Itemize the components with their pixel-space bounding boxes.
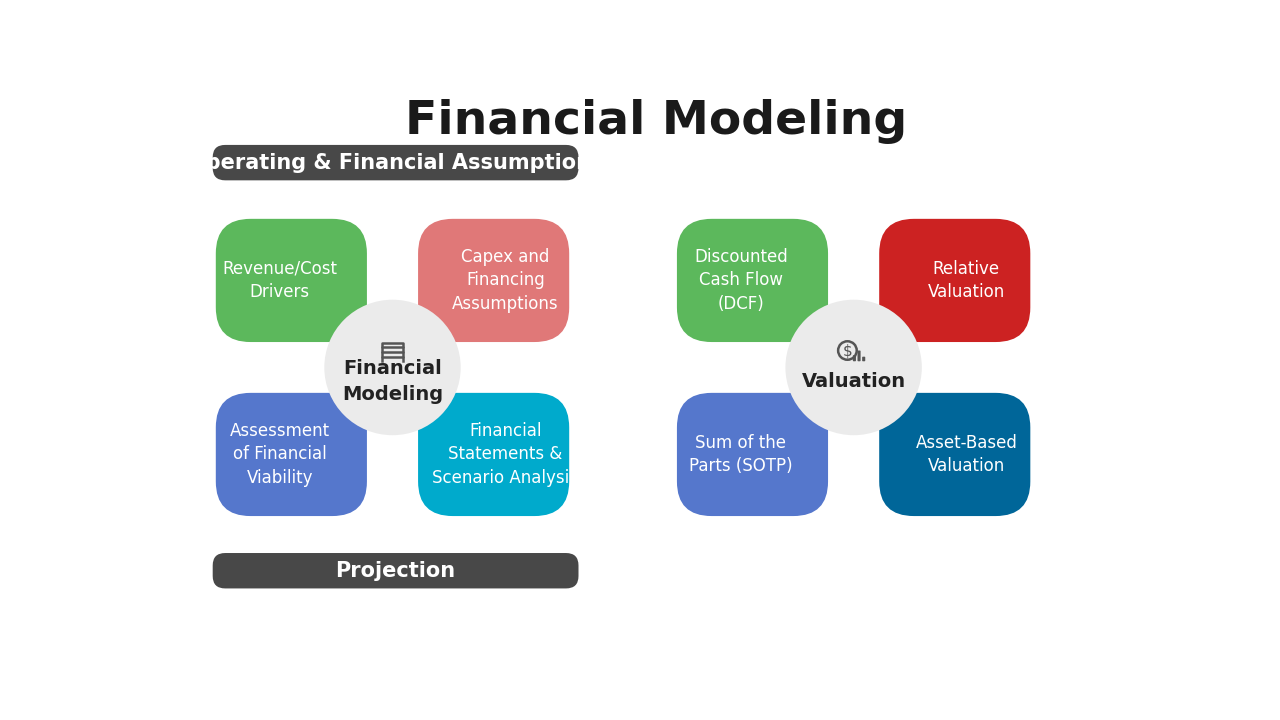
FancyBboxPatch shape: [216, 219, 367, 342]
FancyBboxPatch shape: [677, 219, 828, 342]
FancyBboxPatch shape: [419, 393, 570, 516]
Text: Assessment
of Financial
Viability: Assessment of Financial Viability: [229, 422, 330, 487]
Text: Financial
Statements &
Scenario Analysis: Financial Statements & Scenario Analysis: [433, 422, 579, 487]
Circle shape: [324, 300, 461, 435]
Text: Relative
Valuation: Relative Valuation: [928, 260, 1005, 301]
FancyBboxPatch shape: [212, 145, 579, 180]
Text: Capex and
Financing
Assumptions: Capex and Financing Assumptions: [452, 248, 558, 313]
Text: Financial Modeling: Financial Modeling: [404, 99, 908, 143]
Text: Valuation: Valuation: [801, 372, 906, 391]
FancyBboxPatch shape: [212, 553, 579, 588]
FancyBboxPatch shape: [879, 219, 1030, 342]
Text: $: $: [842, 343, 852, 358]
FancyBboxPatch shape: [419, 219, 570, 342]
Text: Discounted
Cash Flow
(DCF): Discounted Cash Flow (DCF): [694, 248, 787, 313]
FancyBboxPatch shape: [879, 393, 1030, 516]
FancyBboxPatch shape: [216, 393, 367, 516]
Text: Sum of the
Parts (SOTP): Sum of the Parts (SOTP): [689, 433, 792, 475]
Text: Operating & Financial Assumptions: Operating & Financial Assumptions: [188, 153, 603, 173]
Text: Financial
Modeling: Financial Modeling: [342, 359, 443, 404]
FancyBboxPatch shape: [677, 393, 828, 516]
Text: Projection: Projection: [335, 561, 456, 581]
Circle shape: [786, 300, 922, 435]
Text: Revenue/Cost
Drivers: Revenue/Cost Drivers: [223, 260, 337, 301]
FancyBboxPatch shape: [863, 356, 865, 361]
FancyBboxPatch shape: [852, 355, 856, 361]
Text: Asset-Based
Valuation: Asset-Based Valuation: [915, 433, 1018, 475]
FancyBboxPatch shape: [858, 351, 860, 361]
